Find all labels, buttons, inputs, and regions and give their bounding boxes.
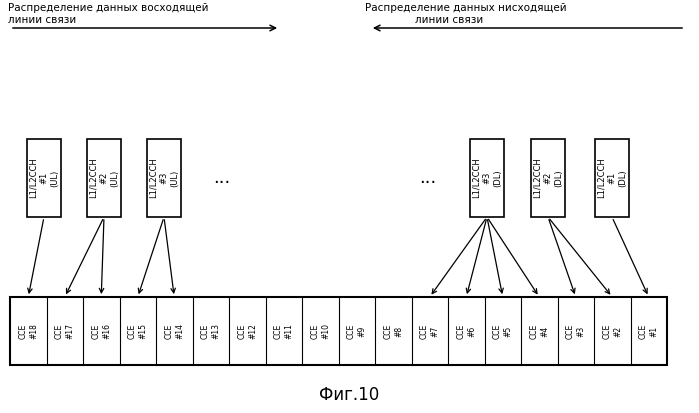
Text: ...: ... — [213, 169, 231, 187]
Text: CCE
#15: CCE #15 — [128, 323, 147, 339]
Bar — [10, 297, 667, 365]
Text: CCE
#11: CCE #11 — [274, 323, 294, 339]
Text: Фиг.10: Фиг.10 — [319, 386, 379, 404]
Text: CCE
#13: CCE #13 — [201, 323, 220, 339]
Text: CCE
#18: CCE #18 — [19, 323, 38, 339]
Text: CCE
#16: CCE #16 — [92, 323, 111, 339]
Text: линии связи: линии связи — [8, 15, 76, 25]
Bar — [147, 139, 181, 217]
Text: CCE
#17: CCE #17 — [55, 323, 75, 339]
Text: Распределение данных восходящей: Распределение данных восходящей — [8, 3, 208, 13]
Text: L1/L2CCH
#3
(UL): L1/L2CCH #3 (UL) — [148, 158, 180, 198]
Text: CCE
#3: CCE #3 — [566, 323, 586, 339]
Bar — [27, 139, 61, 217]
Text: CCE
#6: CCE #6 — [456, 323, 476, 339]
Text: CCE
#2: CCE #2 — [603, 323, 622, 339]
Bar — [595, 139, 629, 217]
Text: L1/L2CCH
#1
(DL): L1/L2CCH #1 (DL) — [596, 158, 628, 198]
Text: Распределение данных нисходящей: Распределение данных нисходящей — [365, 3, 567, 13]
Text: L1/L2CCH
#2
(UL): L1/L2CCH #2 (UL) — [88, 158, 120, 198]
Text: CCE
#5: CCE #5 — [493, 323, 512, 339]
Text: CCE
#1: CCE #1 — [639, 323, 658, 339]
Text: линии связи: линии связи — [415, 15, 483, 25]
Text: L1/L2CCH
#2
(DL): L1/L2CCH #2 (DL) — [533, 158, 563, 198]
Text: CCE
#12: CCE #12 — [238, 323, 257, 339]
Bar — [87, 139, 121, 217]
Bar — [470, 139, 504, 217]
Bar — [531, 139, 565, 217]
Text: CCE
#8: CCE #8 — [384, 323, 403, 339]
Text: CCE
#14: CCE #14 — [164, 323, 184, 339]
Text: CCE
#9: CCE #9 — [347, 323, 366, 339]
Text: ...: ... — [419, 169, 437, 187]
Text: CCE
#4: CCE #4 — [530, 323, 549, 339]
Text: L1/L2CCH
#3
(DL): L1/L2CCH #3 (DL) — [471, 158, 503, 198]
Text: CCE
#7: CCE #7 — [420, 323, 440, 339]
Text: CCE
#10: CCE #10 — [310, 323, 330, 339]
Text: L1/L2CCH
#1
(UL): L1/L2CCH #1 (UL) — [29, 158, 59, 198]
